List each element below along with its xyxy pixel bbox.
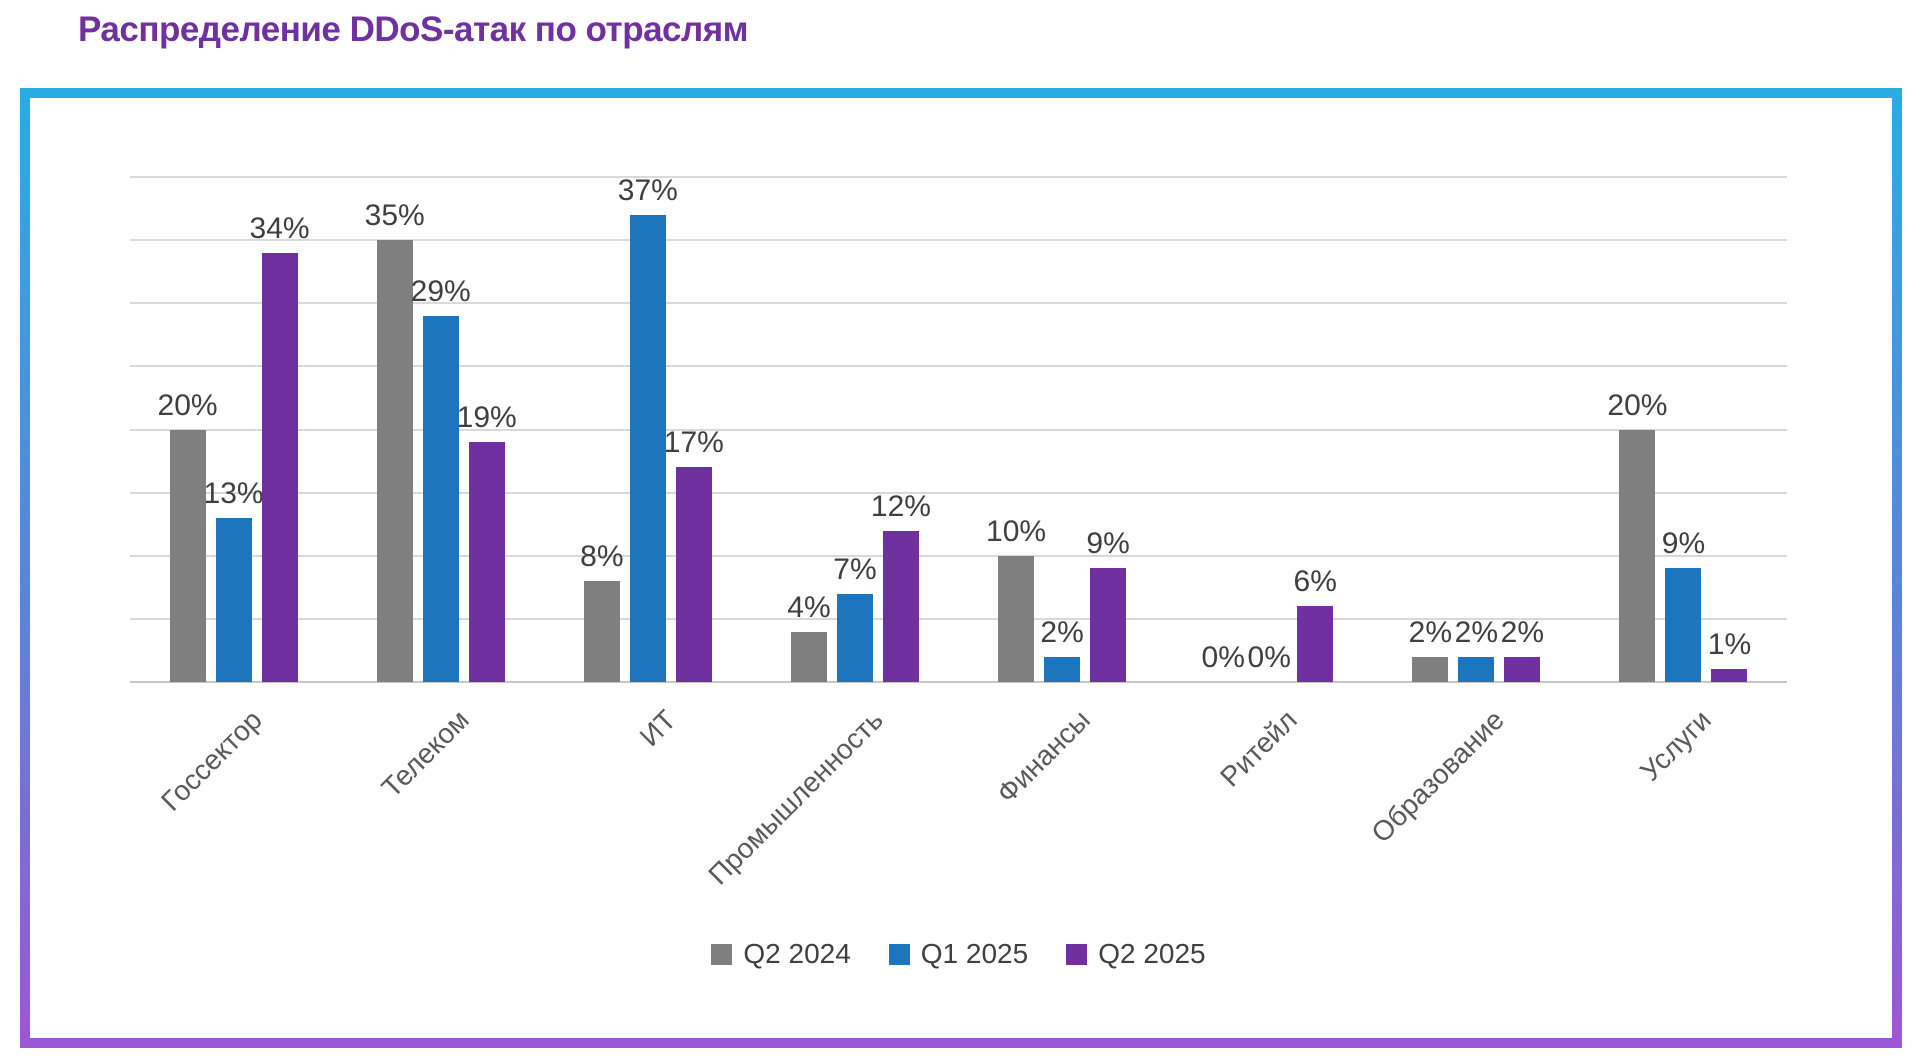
bar-value-label: 37%: [617, 173, 678, 207]
bar-value-label: 9%: [1661, 527, 1706, 561]
bar-value-label: 29%: [410, 274, 471, 308]
bar-value-label: 17%: [663, 426, 724, 460]
bar: [261, 252, 298, 682]
legend-label: Q1 2025: [920, 938, 1029, 969]
bar-value-label: 0%: [1247, 641, 1291, 674]
bar: [790, 631, 827, 682]
bar: [215, 517, 252, 682]
bar: [169, 429, 206, 682]
bar: [376, 240, 413, 682]
bar-value-label: 34%: [249, 211, 310, 245]
bar-value-label: 20%: [1607, 388, 1668, 422]
legend-item: Q1 2025: [888, 938, 1029, 970]
bar-value-label: 19%: [456, 401, 517, 435]
category-label: Ритейл: [1214, 704, 1304, 793]
gridline: [130, 176, 1787, 178]
bar: [629, 214, 666, 682]
bar-value-label: 2%: [1454, 615, 1498, 649]
bar-value-label: 13%: [203, 476, 264, 510]
bar-value-label: 2%: [1408, 615, 1452, 649]
bar: [882, 530, 919, 682]
legend-swatch: [1066, 943, 1088, 965]
bar-value-label: 20%: [157, 388, 218, 422]
category-label: Промышленность: [702, 704, 889, 891]
bar-value-label: 8%: [580, 540, 624, 573]
category-label: ИТ: [633, 704, 682, 753]
gridline: [130, 491, 1787, 494]
bar-value-label: 6%: [1293, 565, 1337, 599]
bar-value-label: 4%: [787, 590, 831, 624]
bar: [836, 593, 873, 682]
legend-label: Q2 2025: [1098, 938, 1206, 969]
bar-value-label: 2%: [1040, 615, 1084, 649]
chart-frame: [20, 88, 1902, 1048]
bar: [1458, 656, 1495, 682]
bar: [468, 442, 505, 682]
gridline: [130, 239, 1787, 242]
bar-value-label: 35%: [364, 199, 425, 233]
bar: [1619, 429, 1656, 682]
legend-swatch: [711, 943, 733, 965]
bar-value-label: 10%: [986, 514, 1047, 548]
gridline: [130, 554, 1787, 557]
category-label: Телеком: [375, 704, 475, 804]
gridline: [130, 365, 1787, 368]
category-label: Услуги: [1634, 704, 1718, 787]
gridline: [130, 302, 1787, 305]
bar: [1297, 606, 1334, 682]
bar: [1665, 568, 1702, 682]
legend-swatch: [888, 943, 910, 965]
bar: [1090, 568, 1127, 682]
bar-value-label: 9%: [1086, 527, 1130, 561]
bar-value-label: 12%: [870, 489, 931, 523]
bar: [998, 555, 1035, 682]
gridline: [130, 428, 1787, 431]
legend-item: Q2 2025: [1066, 938, 1206, 970]
category-label: Госсектор: [154, 704, 268, 817]
bar: [583, 581, 620, 682]
gridline: [130, 617, 1787, 620]
bar: [1044, 656, 1081, 682]
bar: [422, 315, 459, 682]
bar-value-label: 2%: [1500, 615, 1544, 649]
legend-label: Q2 2024: [743, 938, 851, 969]
bar-value-label: 7%: [833, 552, 877, 586]
page-title: Распределение DDoS-атак по отраслям: [78, 10, 749, 49]
bar-value-label: 1%: [1707, 628, 1752, 662]
bar-value-label: 0%: [1201, 641, 1245, 674]
bar: [1504, 656, 1541, 682]
bar: [1711, 669, 1748, 682]
bar: [1412, 656, 1449, 682]
category-label: Финансы: [990, 704, 1096, 810]
chart-legend: Q2 2024 Q1 2025 Q2 2025: [130, 938, 1787, 970]
plot-area: 20% 13% 34% 35% 29% 19% 8% 37% 17% 4% 7% 12% 10% 2% 9%…: [130, 173, 1787, 683]
x-axis-line: [130, 681, 1787, 683]
bar: [675, 467, 712, 682]
legend-item: Q2 2024: [711, 938, 851, 970]
category-label: Образование: [1365, 704, 1511, 849]
